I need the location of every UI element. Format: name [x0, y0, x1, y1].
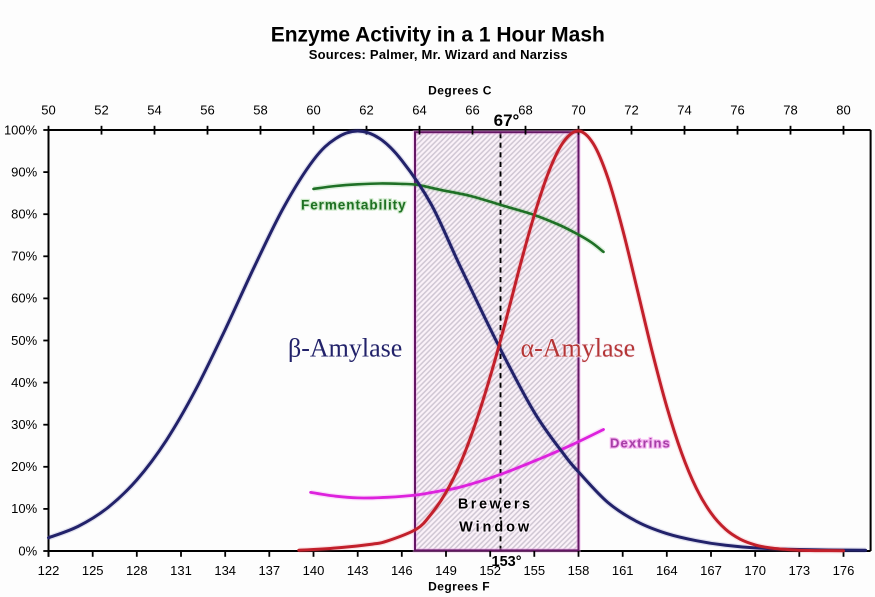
svg-text:78: 78: [783, 102, 797, 117]
svg-text:137: 137: [258, 563, 280, 578]
svg-text:70%: 70%: [11, 249, 37, 264]
svg-text:Enzyme Activity in a 1 Hour Ma: Enzyme Activity in a 1 Hour Mash: [271, 24, 605, 47]
svg-text:152: 152: [479, 563, 501, 578]
svg-text:131: 131: [170, 563, 192, 578]
svg-text:58: 58: [253, 102, 267, 117]
svg-text:68: 68: [518, 102, 532, 117]
svg-text:80: 80: [836, 102, 850, 117]
svg-text:90%: 90%: [11, 164, 37, 179]
svg-text:50%: 50%: [11, 333, 37, 348]
svg-text:Brewers: Brewers: [458, 497, 533, 513]
svg-text:Dextrins: Dextrins: [610, 436, 671, 451]
svg-text:158: 158: [568, 563, 590, 578]
svg-text:176: 176: [833, 563, 855, 578]
svg-text:122: 122: [38, 563, 60, 578]
svg-text:Degrees F: Degrees F: [428, 579, 490, 593]
svg-text:Fermentability: Fermentability: [301, 198, 407, 213]
svg-text:146: 146: [391, 563, 413, 578]
svg-text:0%: 0%: [18, 543, 37, 558]
svg-text:70: 70: [571, 102, 585, 117]
svg-text:60: 60: [306, 102, 320, 117]
svg-text:170: 170: [744, 563, 766, 578]
svg-text:72: 72: [624, 102, 638, 117]
svg-text:155: 155: [523, 563, 545, 578]
svg-text:143: 143: [347, 563, 369, 578]
svg-text:Sources: Palmer, Mr. Wizard an: Sources: Palmer, Mr. Wizard and Narziss: [309, 47, 568, 62]
svg-text:Window: Window: [459, 520, 532, 536]
svg-text:66: 66: [465, 102, 479, 117]
svg-text:134: 134: [214, 563, 236, 578]
svg-text:40%: 40%: [11, 375, 37, 390]
svg-text:167: 167: [700, 563, 722, 578]
svg-text:30%: 30%: [11, 417, 37, 432]
svg-text:140: 140: [303, 563, 325, 578]
svg-text:164: 164: [656, 563, 678, 578]
svg-text:64: 64: [412, 102, 426, 117]
svg-text:60%: 60%: [11, 291, 37, 306]
svg-text:161: 161: [612, 563, 634, 578]
svg-text:67°: 67°: [494, 111, 520, 130]
svg-text:20%: 20%: [11, 459, 37, 474]
svg-text:74: 74: [677, 102, 691, 117]
svg-text:100%: 100%: [4, 122, 38, 137]
svg-text:Degrees C: Degrees C: [428, 84, 492, 98]
svg-text:54: 54: [147, 102, 161, 117]
svg-text:153°: 153°: [492, 554, 522, 570]
svg-text:56: 56: [200, 102, 214, 117]
svg-text:80%: 80%: [11, 207, 37, 222]
svg-text:β-Amylase: β-Amylase: [288, 334, 402, 363]
svg-text:10%: 10%: [11, 501, 37, 516]
svg-text:125: 125: [82, 563, 104, 578]
svg-text:50: 50: [41, 102, 55, 117]
svg-text:α-Amylase: α-Amylase: [521, 334, 636, 363]
svg-text:149: 149: [435, 563, 457, 578]
svg-text:128: 128: [126, 563, 148, 578]
svg-text:52: 52: [94, 102, 108, 117]
svg-text:62: 62: [359, 102, 373, 117]
svg-text:173: 173: [788, 563, 810, 578]
svg-text:76: 76: [730, 102, 744, 117]
